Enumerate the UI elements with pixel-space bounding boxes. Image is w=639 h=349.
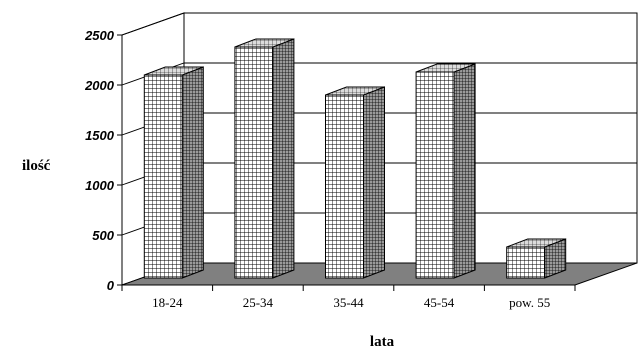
bar-top-face [144, 66, 204, 76]
x-tick-label: 25-34 [243, 295, 274, 310]
y-tick-label: 1000 [85, 178, 115, 193]
y-tick-label: 2500 [84, 28, 115, 43]
bar-side-face [363, 86, 385, 279]
gridline [121, 62, 637, 86]
bar-front-face [325, 94, 364, 279]
gridline [121, 12, 637, 36]
bar-front-face [234, 46, 274, 279]
bar [325, 86, 385, 279]
bar-top-face [506, 238, 566, 248]
bar-front-face [143, 74, 183, 279]
bar-side-face [453, 63, 476, 279]
bar-top-face [415, 63, 476, 73]
bar-front-face [415, 71, 455, 279]
y-tick-label: 500 [92, 228, 114, 243]
x-tick-label: 35-44 [333, 295, 364, 310]
y-tick-label: 2000 [84, 78, 115, 93]
bar [234, 38, 295, 279]
y-tick-label: 1500 [85, 128, 115, 143]
bars [143, 38, 567, 279]
y-axis-title: ilość [22, 158, 51, 174]
bar-front-face [506, 246, 546, 279]
bar-side-face [272, 38, 295, 279]
bar-top-face [325, 86, 385, 96]
y-tick-label: 0 [107, 278, 115, 293]
x-axis-title: lata [370, 334, 395, 349]
bar [506, 238, 567, 279]
bar-top-face [234, 38, 295, 48]
x-tick-label: 45-54 [424, 295, 455, 310]
bar [415, 63, 476, 279]
x-tick-label: pow. 55 [509, 295, 550, 310]
y-axis-ticks: 0 500 1000 1500 2000 2500 [84, 28, 123, 293]
bar [143, 66, 204, 279]
x-tick-label: 18-24 [152, 295, 183, 310]
x-axis-ticks: 18-24 25-34 35-44 45-54 pow. 55 [121, 284, 576, 310]
bar-side-face [181, 66, 204, 279]
